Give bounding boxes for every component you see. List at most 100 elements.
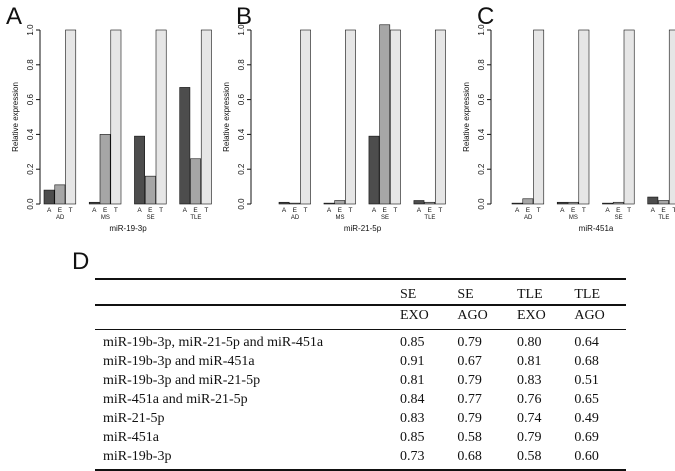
table-row-label: miR-451a	[103, 430, 159, 445]
group-label-tle: TLE	[658, 215, 669, 221]
table-header-row-bottom: EXO AGO EXO AGO	[95, 305, 626, 330]
bar-mir-21-5p-ad-a	[278, 201, 290, 205]
bar-mir-451a-se-e	[612, 201, 624, 205]
bar-condition-label: E	[58, 207, 63, 214]
bar-condition-label: T	[393, 207, 397, 214]
bar-condition-label: A	[327, 207, 332, 214]
y-tick-label: 0.0	[26, 198, 35, 210]
y-tick-label: 0.4	[26, 128, 35, 140]
bar-mir-451a-ms-e	[567, 201, 579, 205]
panel-letter-b: B	[236, 3, 252, 30]
bar-condition-label: E	[293, 207, 298, 214]
y-tick-label: 0.2	[477, 163, 486, 175]
table-cell: 0.85	[400, 430, 425, 445]
bar-mir-451a-ms-t	[578, 29, 590, 205]
table-cell: 0.58	[516, 449, 542, 464]
y-axis-title: Relative expression	[11, 82, 20, 152]
panel-letter-d: D	[72, 248, 90, 275]
table-header-cell: AGO	[574, 308, 605, 323]
bar-condition-label: E	[616, 207, 621, 214]
bar-mir-21-5p-se-t	[390, 29, 401, 205]
bar-mir-19-3p-se-e	[144, 175, 156, 205]
bar-mir-19-3p-tle-e	[190, 158, 201, 205]
table-cell: 0.83	[400, 411, 425, 426]
table-cell: 0.68	[574, 354, 599, 369]
x-axis-title: miR-21-5p	[344, 224, 382, 233]
x-axis-title: miR-451a	[579, 224, 614, 233]
table-row: miR-451a 0.85 0.58 0.79 0.69	[95, 428, 626, 447]
bar-mir-451a-ad-e	[522, 198, 534, 205]
y-tick-label: 0.6	[477, 93, 486, 105]
bar-condition-label: A	[417, 207, 422, 214]
table-row: miR-451a and miR-21-5p 0.84 0.77 0.76 0.65	[95, 390, 626, 409]
bar-mir-21-5p-ad-t	[300, 29, 311, 205]
y-tick-label: 0.8	[26, 59, 35, 71]
table-header-cell: TLE	[516, 287, 543, 302]
table-row: miR-21-5p 0.83 0.79 0.74 0.49	[95, 409, 626, 428]
auc-table-grid: SE SE TLE TLE EXO AGO EXO AGO miR-19b-3p, miR-…	[95, 278, 626, 471]
group-label-ad: AD	[524, 215, 533, 221]
bar-condition-label: A	[651, 207, 656, 214]
bar-condition-label: T	[159, 207, 163, 214]
bar-condition-label: T	[304, 207, 308, 214]
bar-condition-label: E	[661, 207, 666, 214]
bar-mir-21-5p-ms-a	[323, 202, 335, 205]
bar-mir-19-3p-ad-a	[43, 189, 55, 205]
bar-mir-19-3p-tle-a	[179, 87, 191, 205]
bar-condition-label: T	[204, 207, 208, 214]
group-label-ad: AD	[291, 215, 300, 221]
bar-condition-label: T	[69, 207, 73, 214]
bar-mir-21-5p-se-a	[368, 135, 380, 205]
bar-condition-label: E	[383, 207, 388, 214]
bar-condition-label: E	[338, 207, 343, 214]
table-header-cell: SE	[400, 287, 417, 302]
bar-mir-451a-tle-e	[658, 200, 669, 205]
y-tick-label: 1.0	[477, 24, 486, 36]
group-label-ms: MS	[569, 215, 578, 221]
bar-mir-451a-ad-t	[533, 29, 545, 205]
y-tick-label: 1.0	[26, 24, 35, 36]
group-label-tle: TLE	[190, 215, 201, 221]
table-cell: 0.60	[574, 449, 599, 464]
y-tick-label: 0.4	[477, 128, 486, 140]
y-tick-label: 0.8	[237, 59, 246, 71]
table-cell: 0.81	[400, 373, 425, 388]
group-label-ad: AD	[56, 215, 65, 221]
bar-mir-19-3p-se-a	[134, 135, 145, 205]
table-row-label: miR-19b-3p and miR-21-5p	[103, 373, 261, 388]
group-label-tle: TLE	[424, 215, 435, 221]
bar-mir-451a-tle-a	[647, 196, 659, 205]
group-label-ms: MS	[336, 215, 345, 221]
group-label-se: SE	[381, 215, 389, 221]
table-body: miR-19b-3p, miR-21-5p and miR-451a 0.85 0.…	[95, 330, 626, 470]
table-row-label: miR-19b-3p and miR-451a	[103, 354, 255, 369]
table-row: miR-19b-3p and miR-21-5p 0.81 0.79 0.83 0.51	[95, 371, 626, 390]
bar-mir-21-5p-tle-e	[424, 201, 436, 205]
bar-mir-21-5p-ms-t	[345, 29, 356, 205]
bar-mir-19-3p-ms-t	[110, 29, 122, 205]
bar-condition-label: T	[672, 207, 675, 214]
table-cell: 0.67	[457, 354, 482, 369]
table-header-cell: EXO	[400, 308, 429, 323]
table-row-label: miR-21-5p	[103, 411, 165, 426]
table-cell: 0.81	[516, 354, 542, 369]
table-cell: 0.79	[457, 373, 482, 388]
table-header-cell: TLE	[574, 287, 601, 302]
group-label-ms: MS	[101, 215, 110, 221]
table-cell: 0.49	[574, 411, 599, 426]
table-header-cell	[95, 305, 392, 330]
table-cell: 0.80	[516, 335, 542, 350]
table-cell: 0.79	[457, 335, 482, 350]
bar-mir-21-5p-tle-t	[434, 29, 446, 205]
table-cell: 0.58	[457, 430, 482, 445]
bar-mir-21-5p-ad-e	[289, 202, 301, 205]
bar-mir-451a-se-t	[623, 29, 635, 205]
bar-condition-label: A	[47, 207, 52, 214]
bar-condition-label: T	[627, 207, 631, 214]
bar-condition-label: E	[526, 207, 531, 214]
y-tick-label: 0.6	[26, 93, 35, 105]
table-cell: 0.77	[457, 392, 482, 407]
table-cell: 0.79	[457, 411, 482, 426]
bar-mir-451a-ad-a	[511, 202, 523, 205]
